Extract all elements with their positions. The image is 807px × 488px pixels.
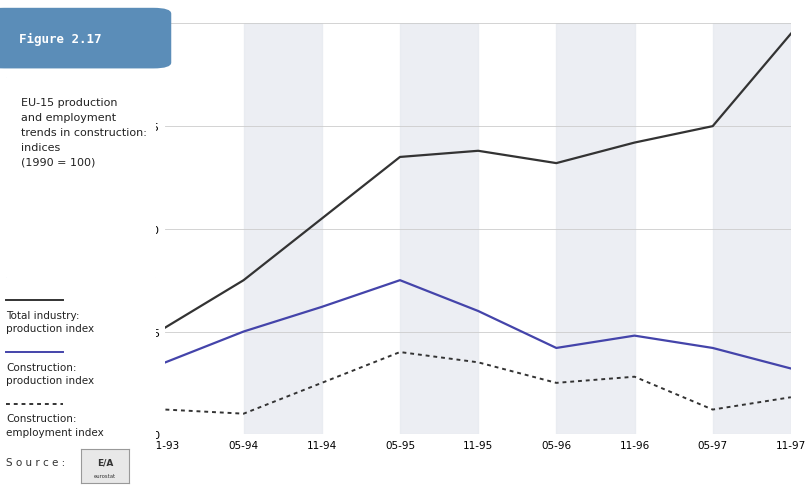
FancyBboxPatch shape	[3, 74, 159, 282]
Bar	[244, 24, 322, 434]
Text: S o u r c e :: S o u r c e :	[6, 458, 65, 468]
Bar	[400, 24, 478, 434]
Text: eurostat: eurostat	[94, 473, 116, 478]
Text: EU-15 production
and employment
trends in construction:
indices
(1990 = 100): EU-15 production and employment trends i…	[22, 98, 147, 167]
Bar	[556, 24, 634, 434]
FancyBboxPatch shape	[0, 9, 171, 69]
Text: E/A: E/A	[97, 457, 113, 467]
Text: Figure 2.17: Figure 2.17	[19, 33, 102, 45]
Text: Total industry:
production index: Total industry: production index	[6, 310, 94, 334]
Text: Construction:
employment index: Construction: employment index	[6, 413, 104, 437]
Bar	[713, 24, 791, 434]
Text: Construction:
production index: Construction: production index	[6, 362, 94, 385]
